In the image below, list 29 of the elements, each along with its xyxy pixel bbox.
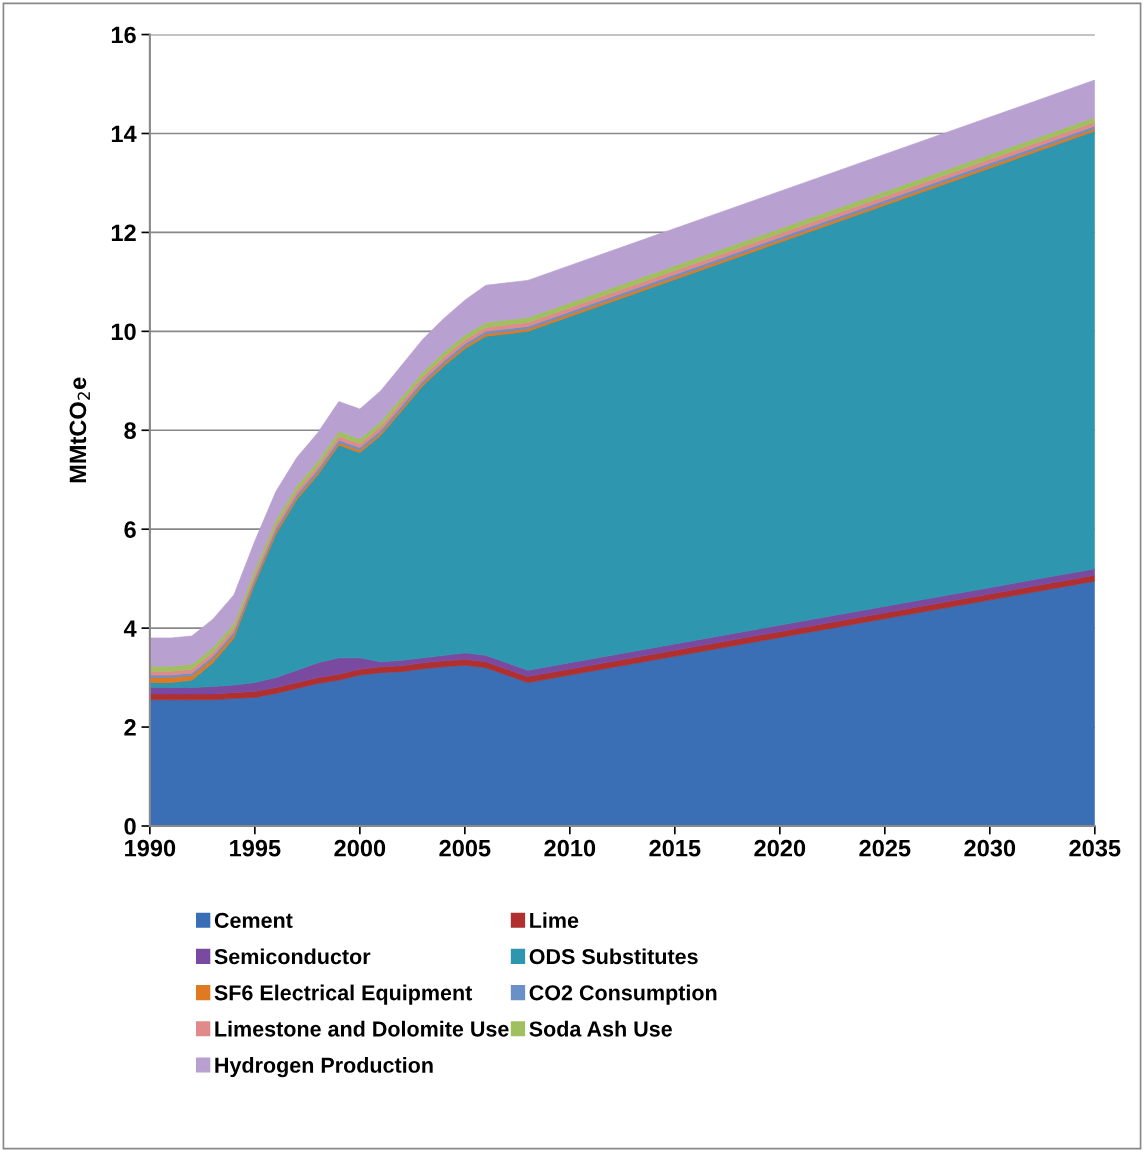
x-tick-label: 1995	[230, 839, 281, 857]
x-tick-label: 2025	[859, 839, 911, 857]
legend-label: Cement	[214, 912, 293, 928]
y-tick-label: 16	[111, 26, 136, 44]
x-tick-label: 2010	[544, 839, 596, 857]
legend-label: Soda Ash Use	[529, 1020, 672, 1037]
legend-label: ODS Substitutes	[529, 948, 698, 965]
x-tick-label: 1990	[125, 839, 176, 857]
legend-label: Semiconductor	[214, 948, 371, 965]
y-axis-title: MMtCO$_{2}$e	[69, 377, 90, 483]
y-tick-label: 10	[111, 323, 136, 341]
legend-label: Limestone and Dolomite Use	[215, 1020, 509, 1037]
legend-label: SF6 Electrical Equipment	[214, 984, 473, 1005]
x-tick-label: 2000	[334, 839, 386, 857]
y-tick-label: 4	[123, 620, 137, 637]
x-tick-label: 2035	[1069, 839, 1121, 857]
y-tick-label: 12	[111, 224, 136, 241]
legend-label: Lime	[530, 912, 579, 928]
y-tick-label: 6	[124, 521, 136, 538]
legend-label: CO2 Consumption	[529, 984, 717, 1005]
x-tick-label: 2020	[754, 839, 806, 857]
x-tick-label: 2015	[649, 839, 701, 857]
legend-label: Hydrogen Production	[215, 1057, 433, 1078]
x-tick-label: 2005	[439, 839, 491, 857]
y-tick-label: 14	[111, 125, 137, 143]
y-tick-label: 2	[124, 719, 136, 736]
x-tick-label: 2030	[964, 839, 1016, 857]
y-tick-label: 8	[124, 422, 136, 440]
y-tick-label: 0	[124, 818, 136, 835]
